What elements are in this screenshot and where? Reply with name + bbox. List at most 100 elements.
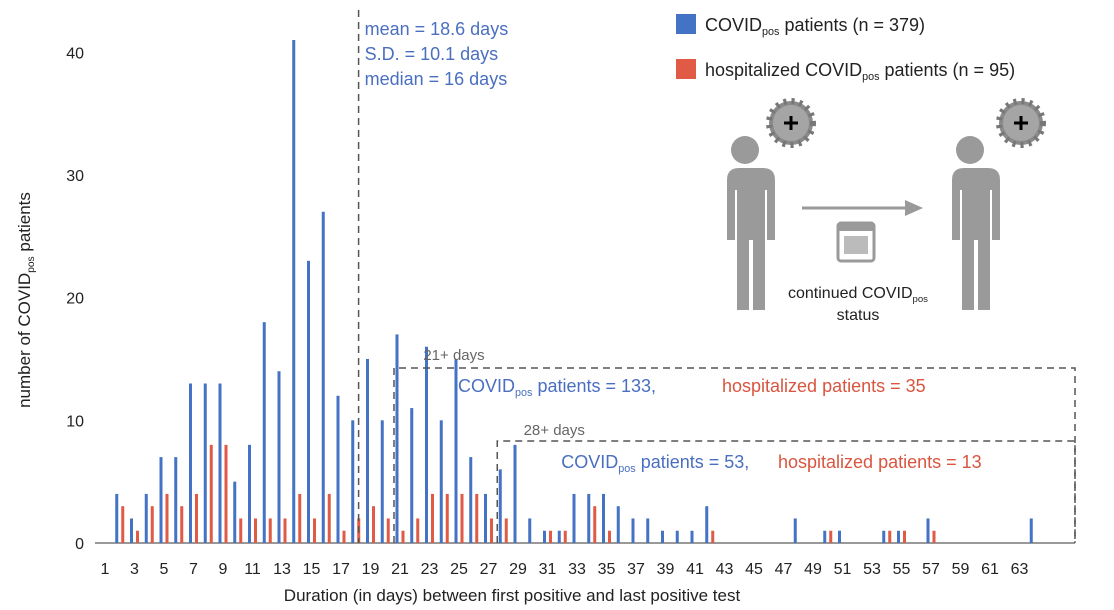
bar [926,518,930,543]
x-tick-label: 59 [952,561,970,578]
bar [675,530,679,543]
x-tick-label: 47 [775,561,793,578]
bar [239,518,243,543]
x-tick-label: 35 [598,561,616,578]
y-tick-label: 10 [66,413,84,430]
virus-right [996,98,1046,148]
x-tick-label: 5 [160,561,169,578]
bar [661,530,664,543]
x-tick-label: 49 [804,561,822,578]
calendar [836,221,876,263]
bar [475,493,479,543]
bar [1029,518,1033,543]
bar [439,420,443,543]
bar [233,481,237,543]
x-tick-label: 23 [421,561,439,578]
bar [189,383,192,543]
bar [159,457,163,543]
bar [386,518,390,543]
mean-label: median = 16 days [365,69,508,89]
bar [484,493,487,543]
legend-swatch [676,14,696,34]
bar [932,530,936,543]
bar [292,40,296,543]
bar [395,334,399,543]
region-box [393,367,1076,543]
x-tick-label: 3 [130,561,139,578]
bar [425,346,428,543]
y-tick-label: 20 [66,291,84,308]
bar [342,530,346,543]
bar [121,506,125,543]
bar [587,493,591,543]
bar [336,395,340,543]
bar [549,530,552,543]
bar [897,530,900,543]
bar [136,530,139,543]
region-label: 21+ days [423,347,484,364]
bar [313,518,316,543]
bar [410,408,414,543]
region-label: 28+ days [524,422,585,439]
x-tick-label: 33 [568,561,586,578]
bar [528,518,532,543]
bar [823,530,827,543]
x-tick-label: 31 [539,561,557,578]
bar [454,358,458,543]
bar [903,530,906,543]
x-tick-label: 27 [480,561,498,578]
bar [180,506,184,543]
legend-swatch [676,59,696,79]
illustration-caption: continued COVIDpos [788,285,928,305]
bar [307,260,310,543]
bar [401,530,405,543]
mean-label: mean = 18.6 days [365,19,509,39]
bar [298,493,302,543]
bar [150,506,154,543]
bar [380,420,384,543]
bar [563,530,567,543]
bar [321,211,325,543]
bar [248,444,251,543]
legend-label: hospitalized COVIDpos patients (n = 95) [705,60,1015,83]
virus-left [766,98,816,148]
x-tick-label: 19 [362,561,380,578]
region-hosp: hospitalized patients = 13 [778,452,982,472]
bar [254,518,257,543]
bar [277,371,281,543]
bar [690,530,694,543]
bar [572,493,576,543]
legend-label: COVIDpos patients (n = 379) [705,15,925,38]
bar [165,493,169,543]
bar [498,469,502,543]
x-axis-label: Duration (in days) between first positiv… [284,586,741,605]
x-tick-label: 57 [922,561,940,578]
bar [469,457,473,543]
x-tick-label: 13 [273,561,291,578]
bar [711,530,715,543]
bar [224,444,228,543]
illustration [727,98,1046,310]
illustration-caption: status [837,307,880,324]
y-tick-label: 0 [75,536,84,553]
x-tick-label: 43 [716,561,734,578]
x-tick-label: 11 [244,561,261,578]
bar [490,518,493,543]
bar [283,518,287,543]
bar [631,518,635,543]
y-tick-label: 30 [66,168,84,185]
region-count: COVIDpos patients = 133, [458,376,656,399]
x-tick-label: 53 [863,561,881,578]
bar [327,493,331,543]
bar [543,530,546,543]
x-tick-label: 29 [509,561,527,578]
bar [793,518,797,543]
bar [445,493,449,543]
y-tick-label: 40 [66,45,84,62]
bar [115,493,119,543]
bar [130,518,133,543]
x-tick-label: 37 [627,561,645,578]
bar [372,506,375,543]
bar [460,493,464,543]
